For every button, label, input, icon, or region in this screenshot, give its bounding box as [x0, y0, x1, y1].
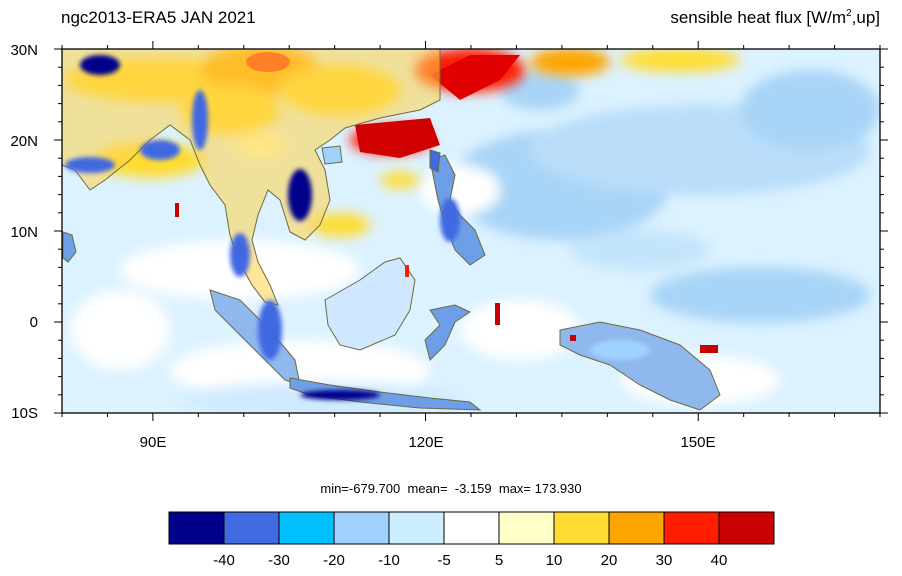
colorbar: -40 -30 -20 -10 -5 5 10 20 30 40: [168, 511, 775, 569]
plot-title-right: sensible heat flux [W/m2,up]: [670, 8, 880, 28]
colorbar-label: 5: [495, 552, 503, 569]
colorbar-label: -10: [378, 552, 400, 569]
colorbar-label: 20: [601, 552, 618, 569]
colorbar-label: 10: [546, 552, 563, 569]
lat-label-eq: 0: [30, 314, 38, 331]
title-units-text: sensible heat flux [W/m: [670, 8, 847, 27]
lon-label-120e: 120E: [408, 434, 443, 451]
colorbar-swatch: [553, 511, 610, 545]
field-layer: [62, 49, 880, 413]
colorbar-swatch: [388, 511, 445, 545]
colorbar-label: 40: [711, 552, 728, 569]
hot-spots: [175, 203, 718, 353]
map-ticks: [54, 41, 888, 421]
lat-label-10s: 10S: [11, 405, 38, 422]
colorbar-label: -30: [268, 552, 290, 569]
colorbar-swatch: [498, 511, 555, 545]
title-units-suffix: ,up]: [851, 8, 880, 27]
lon-label-150e: 150E: [680, 434, 715, 451]
colorbar-swatch: [608, 511, 665, 545]
lat-label-10n: 10N: [10, 224, 38, 241]
colorbar-swatch: [223, 511, 280, 545]
field-statistics: min=-679.700 mean= -3.159 max= 173.930: [320, 481, 582, 496]
lat-label-30n: 30N: [10, 42, 38, 59]
colorbar-swatch: [333, 511, 390, 545]
lat-label-20n: 20N: [10, 133, 38, 150]
colorbar-swatch: [718, 511, 775, 545]
plot-title-left: ngc2013-ERA5 JAN 2021: [61, 8, 256, 27]
colorbar-label: -20: [323, 552, 345, 569]
land-masses: [62, 49, 721, 411]
colorbar-label: -5: [437, 552, 450, 569]
cold-land-detail: [65, 55, 650, 400]
colorbar-swatch: [278, 511, 335, 545]
colorbar-label: -40: [213, 552, 235, 569]
title-units-exponent: 2: [846, 8, 852, 19]
lon-label-90e: 90E: [140, 434, 167, 451]
colorbar-swatch: [443, 511, 500, 545]
colorbar-swatch: [663, 511, 720, 545]
colorbar-swatch: [168, 511, 225, 545]
colorbar-label: 30: [656, 552, 673, 569]
